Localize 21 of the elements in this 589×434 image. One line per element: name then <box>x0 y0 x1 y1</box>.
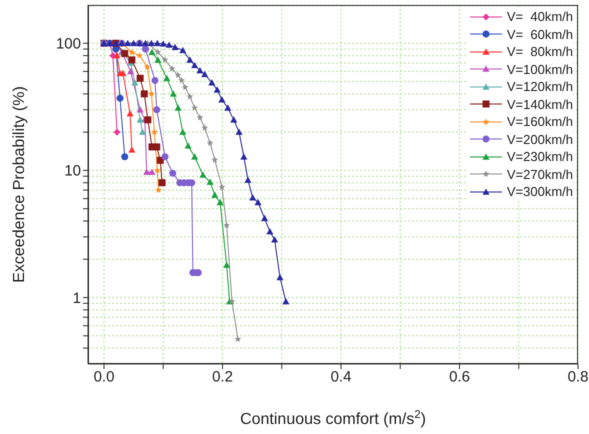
y-tick-label: 1 <box>72 290 81 307</box>
legend-label: V=140km/h <box>506 96 573 113</box>
legend-label: V= 60km/h <box>506 26 573 43</box>
y-tick-label: 10 <box>64 162 81 180</box>
legend-label: V=270km/h <box>506 166 573 183</box>
legend-label: V=120km/h <box>506 78 573 96</box>
x-axis-title: Continuous comfort (m/s$^{2}$) <box>240 409 426 428</box>
x-tick-label: 0.0 <box>94 368 114 386</box>
x-tick-label: 0.6 <box>449 368 470 386</box>
legend-label: V=200km/h <box>506 130 573 148</box>
legend-label: V= 80km/h <box>506 43 573 60</box>
legend-label: V=230km/h <box>506 148 573 166</box>
y-tick-label: 100 <box>56 36 81 53</box>
x-tick-label: 0.8 <box>568 368 588 386</box>
y-axis-title: Exceedence Probability (%) <box>11 86 28 283</box>
x-tick-label: 0.2 <box>212 368 233 386</box>
legend-label: V=100km/h <box>506 60 573 78</box>
x-tick-label: 0.4 <box>330 368 352 386</box>
legend-label: V=160km/h <box>506 113 573 130</box>
legend-label: V= 40km/h <box>506 8 573 26</box>
legend-label: V=300km/h <box>506 183 573 200</box>
